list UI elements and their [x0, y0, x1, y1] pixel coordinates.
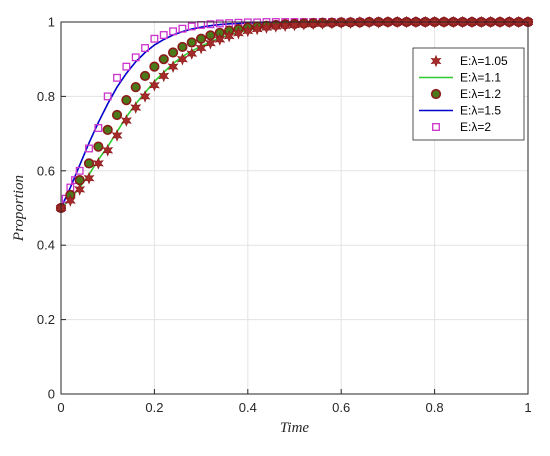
axis-ticks: 0 0.2 0.4 0.6 0.8 1 0 0.2 0.4 0.6 0.8 1 [37, 15, 532, 416]
legend-item: E:λ=2 [432, 120, 491, 134]
data-point [141, 44, 150, 52]
data-point [102, 124, 113, 135]
data-point [122, 62, 131, 71]
data-point [148, 78, 160, 92]
y-axis-label: Proportion [11, 175, 27, 242]
data-point [111, 109, 123, 121]
data-point [131, 53, 140, 62]
y-tick-label: 0.8 [37, 89, 55, 104]
data-point [279, 19, 291, 33]
data-point [242, 24, 254, 38]
data-point [93, 141, 104, 152]
data-point [169, 27, 178, 36]
data-point [120, 114, 132, 127]
data-point [158, 69, 170, 83]
data-point [150, 34, 159, 43]
x-axis-label: Time [280, 420, 310, 436]
x-tick-label: 0 [57, 400, 64, 415]
data-point [102, 144, 114, 157]
x-tick-label: 0.2 [145, 400, 163, 415]
x-tick-label: 1 [524, 400, 531, 415]
data-point [111, 129, 123, 142]
legend-item: E:λ=1.5 [419, 104, 501, 118]
data-point [130, 81, 141, 93]
data-point [149, 61, 160, 72]
legend-item: E:λ=1.1 [419, 71, 501, 85]
legend-swatch [430, 54, 442, 68]
legend-swatch [432, 123, 440, 131]
data-point [167, 47, 179, 58]
data-point [64, 194, 76, 207]
data-point [187, 22, 196, 31]
data-point [178, 24, 187, 33]
x-tick-label: 0.8 [426, 400, 444, 415]
y-tick-label: 0.2 [37, 312, 55, 327]
x-tick-label: 0.4 [239, 400, 257, 415]
data-point [251, 22, 263, 36]
data-point [261, 21, 272, 34]
axes-frame [60, 21, 529, 395]
y-tick-label: 0 [48, 387, 55, 402]
legend-label: E:λ=2 [460, 120, 491, 134]
data-point [215, 19, 224, 28]
data-point [74, 183, 86, 196]
data-point [233, 26, 244, 40]
data-point [130, 101, 142, 114]
data-point [83, 171, 95, 185]
data-point [204, 36, 216, 50]
data-point [177, 41, 188, 53]
data-point [75, 166, 84, 175]
x-tick-label: 0.6 [332, 400, 350, 415]
data-point [121, 95, 132, 106]
legend: E:λ=1.05 E:λ=1.1 E:λ=1.2 E:λ=1.5 E:λ=2 [412, 47, 525, 141]
data-point [83, 158, 95, 169]
legend-label: E:λ=1.2 [460, 87, 501, 101]
legend-swatch [430, 88, 442, 100]
data-point [158, 54, 169, 65]
data-point [214, 33, 226, 46]
data-point [223, 29, 235, 43]
legend-label: E:λ=1.05 [460, 54, 508, 68]
data-point [85, 144, 93, 153]
data-point [139, 90, 151, 103]
data-point [103, 92, 112, 101]
y-tick-label: 0.6 [37, 163, 55, 178]
data-point [270, 20, 282, 33]
data-point [113, 73, 121, 82]
data-point [92, 157, 104, 170]
legend-label: E:λ=1.5 [460, 104, 501, 118]
data-point [94, 124, 103, 132]
legend-item: E:λ=1.05 [430, 54, 508, 68]
data-point [186, 37, 197, 48]
y-tick-label: 0.4 [37, 238, 55, 253]
data-point [206, 20, 215, 29]
legend-item: E:λ=1.2 [430, 87, 501, 101]
y-tick-label: 1 [48, 15, 55, 30]
data-point [167, 60, 179, 73]
data-point [139, 70, 151, 82]
data-point [159, 31, 168, 39]
legend-label: E:λ=1.1 [460, 71, 501, 85]
